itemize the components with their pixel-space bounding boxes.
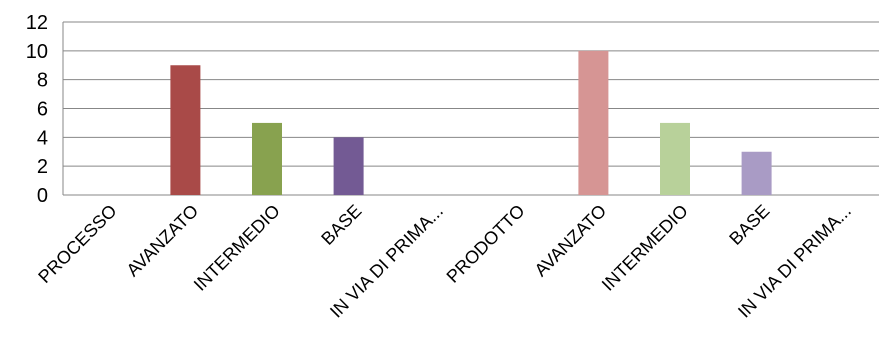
y-tick-label: 0 [37,185,48,207]
x-category-label: BASE [725,201,773,249]
bar [333,137,364,195]
y-tick-label: 8 [37,70,48,92]
y-axis: 0 2 4 6 8 10 12 [26,12,64,207]
x-category-label: PROCESSO [34,201,120,287]
bar [741,151,772,195]
x-category-label: AVANZATO [531,201,611,281]
x-category-label: AVANZATO [123,201,203,281]
y-tick-label: 6 [37,99,48,121]
y-tick-label: 10 [26,41,48,63]
x-category-label: INTERMEDIO [598,201,692,295]
bar [660,122,690,195]
bar [170,65,201,195]
x-category-label: BASE [317,201,365,249]
x-category-label: INTERMEDIO [190,201,284,295]
y-tick-label: 4 [37,127,48,149]
bar [252,122,282,195]
bars [170,50,772,196]
y-tick-label: 2 [37,156,48,178]
y-tick-label: 12 [26,12,48,34]
x-category-label: PRODOTTO [443,201,529,287]
bar [578,50,609,196]
